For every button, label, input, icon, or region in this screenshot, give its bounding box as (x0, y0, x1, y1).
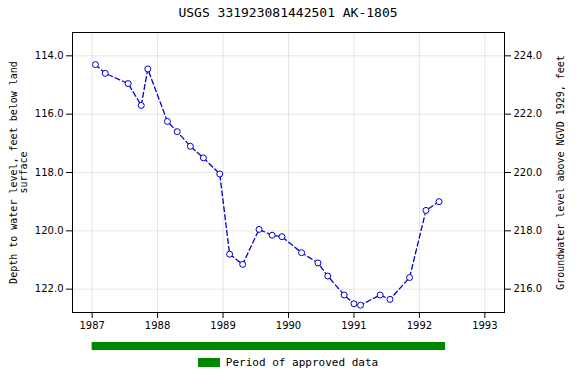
svg-text:216.0: 216.0 (514, 283, 543, 294)
svg-text:218.0: 218.0 (514, 225, 543, 236)
svg-text:1992: 1992 (407, 320, 432, 331)
svg-text:1987: 1987 (79, 320, 104, 331)
html-text:USGS 331923081442501 AK-1805: USGS 331923081442501 AK-1805 (178, 5, 398, 20)
svg-text:1988: 1988 (145, 320, 170, 331)
svg-text:116.0: 116.0 (35, 108, 64, 119)
svg-text:1989: 1989 (210, 320, 235, 331)
svg-text:1990: 1990 (276, 320, 301, 331)
svg-text:120.0: 120.0 (35, 225, 64, 236)
svg-text:Depth to water level, feet bel: Depth to water level, feet below landsur… (8, 61, 29, 284)
svg-text:222.0: 222.0 (514, 108, 543, 119)
svg-text:114.0: 114.0 (35, 50, 64, 61)
svg-text:118.0: 118.0 (35, 167, 64, 178)
svg-text:1991: 1991 (341, 320, 366, 331)
svg-text:220.0: 220.0 (514, 167, 543, 178)
svg-text:224.0: 224.0 (514, 50, 543, 61)
svg-text:Groundwater level above NGVD 1: Groundwater level above NGVD 1929, feet (555, 55, 566, 290)
svg-text:1993: 1993 (472, 320, 497, 331)
html-text:Period of approved data: Period of approved data (225, 355, 379, 369)
svg-text:122.0: 122.0 (35, 283, 64, 294)
